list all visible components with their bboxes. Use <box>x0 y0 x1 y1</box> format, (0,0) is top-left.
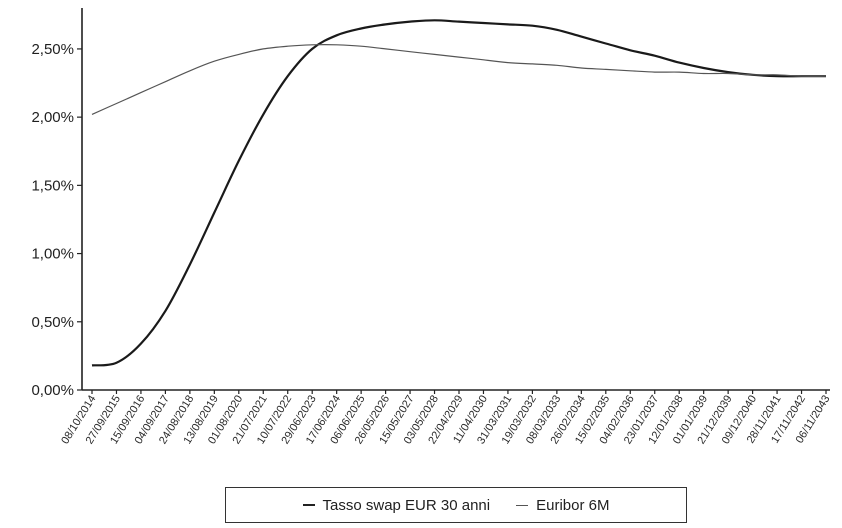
legend: Tasso swap EUR 30 anni Euribor 6M <box>225 487 687 523</box>
y-tick-label: 1,50% <box>31 177 74 194</box>
series-lines <box>91 19 827 367</box>
x-axis-ticks: 08/10/201427/09/201515/09/201604/09/2017… <box>59 390 833 446</box>
legend-swatch-swap <box>302 504 315 506</box>
legend-item-swap: Tasso swap EUR 30 anni <box>302 496 491 514</box>
y-tick-label: 0,50% <box>31 314 74 331</box>
y-tick-label: 0,00% <box>31 382 74 399</box>
legend-item-euribor: Euribor 6M <box>516 497 609 514</box>
axes <box>81 8 830 391</box>
y-tick-label: 2,00% <box>31 109 74 126</box>
y-tick-label: 2,50% <box>31 41 74 58</box>
series-line-swap <box>91 19 826 367</box>
legend-swatch-euribor <box>516 504 529 506</box>
series-line-euribor <box>91 44 827 115</box>
legend-label-euribor: Euribor 6M <box>536 496 610 514</box>
y-axis-ticks: 0,00% 0,50% 1,00% 1,50% 2,00% 2,50% <box>31 41 82 399</box>
y-tick-label: 1,00% <box>31 246 74 263</box>
legend-label-swap: Tasso swap EUR 30 anni <box>322 496 491 514</box>
